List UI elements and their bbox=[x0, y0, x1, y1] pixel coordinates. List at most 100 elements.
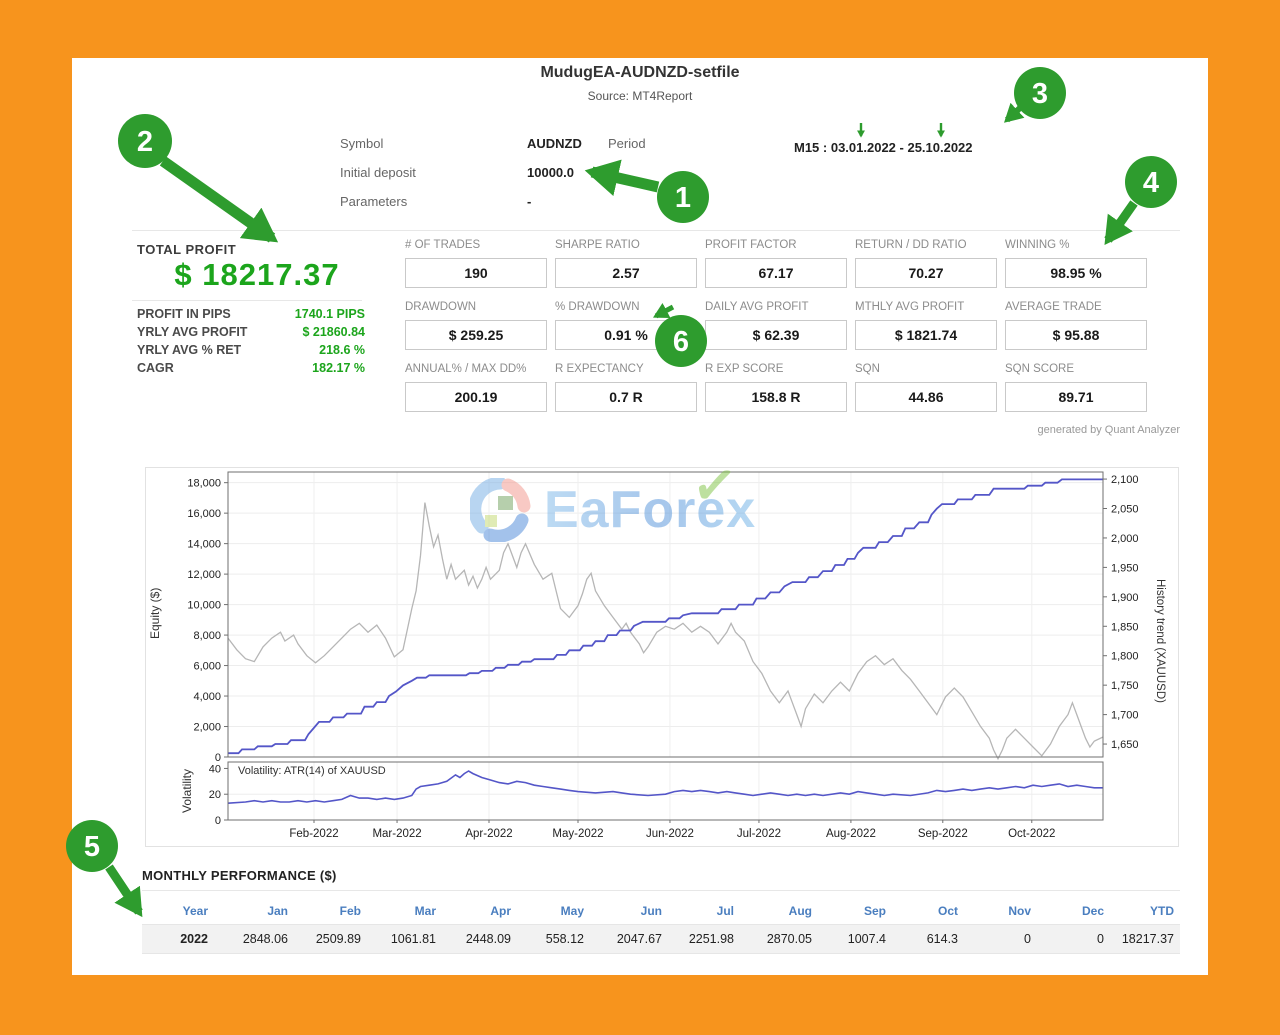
svg-text:1,850: 1,850 bbox=[1111, 621, 1139, 633]
stat-drawdown: DRAWDOWN $ 259.25 bbox=[405, 301, 547, 350]
cell-mar: 1061.81 bbox=[367, 924, 442, 954]
monthly-performance-title: MONTHLY PERFORMANCE ($) bbox=[142, 868, 337, 883]
profit-row-label: PROFIT IN PIPS bbox=[137, 307, 231, 321]
report-sheet: MudugEA-AUDNZD-setfile Source: MT4Report… bbox=[72, 58, 1208, 975]
svg-text:12,000: 12,000 bbox=[187, 569, 221, 581]
col-apr: Apr bbox=[490, 904, 511, 918]
svg-text:1,700: 1,700 bbox=[1111, 710, 1139, 722]
divider bbox=[142, 890, 1180, 891]
params-value: - bbox=[527, 194, 532, 209]
svg-text:8,000: 8,000 bbox=[193, 630, 221, 642]
stat-sqn: SQN 44.86 bbox=[855, 363, 997, 412]
cell-jul: 2251.98 bbox=[668, 924, 740, 954]
svg-text:Sep-2022: Sep-2022 bbox=[918, 828, 968, 840]
col-feb: Feb bbox=[339, 904, 361, 918]
cell-apr: 2448.09 bbox=[442, 924, 517, 954]
history-trend-axis-label: History trend (XAUUSD) bbox=[1154, 579, 1166, 703]
equity-curve-line bbox=[228, 478, 1103, 755]
stat-profit-factor: PROFIT FACTOR 67.17 bbox=[705, 239, 847, 288]
divider bbox=[132, 230, 1180, 231]
cell-may: 558.12 bbox=[517, 924, 590, 954]
equity-volatility-chart: 0 2,000 4,000 6,000 8,000 10,000 12,000 14,000 1… bbox=[145, 467, 1179, 847]
cell-ytd: 18217.37 bbox=[1110, 924, 1180, 954]
col-dec: Dec bbox=[1081, 904, 1104, 918]
equity-axis-label: Equity ($) bbox=[148, 587, 162, 639]
col-sep: Sep bbox=[863, 904, 886, 918]
stat-winning-pct: WINNING % 98.95 % bbox=[1005, 239, 1147, 288]
profit-detail-rows: PROFIT IN PIPS 1740.1 PIPS YRLY AVG PROFI… bbox=[137, 307, 365, 375]
svg-text:14,000: 14,000 bbox=[187, 539, 221, 551]
stat-num-trades: # OF TRADES 190 bbox=[405, 239, 547, 288]
report-source: Source: MT4Report bbox=[587, 89, 693, 103]
stat-sharpe-ratio: SHARPE RATIO 2.57 bbox=[555, 239, 697, 288]
page-title: MudugEA-AUDNZD-setfile bbox=[540, 64, 740, 81]
svg-text:2,000: 2,000 bbox=[193, 722, 221, 734]
total-profit-value: $ 18217.37 bbox=[174, 257, 340, 292]
profit-row-value: 218.6 % bbox=[319, 343, 365, 357]
volatility-axis-label: Volatility bbox=[180, 768, 194, 814]
col-mar: Mar bbox=[414, 904, 436, 918]
svg-text:20: 20 bbox=[209, 789, 221, 801]
svg-text:4,000: 4,000 bbox=[193, 691, 221, 703]
cell-sep: 1007.4 bbox=[818, 924, 892, 954]
stat-annual-max-dd: ANNUAL% / MAX DD% 200.19 bbox=[405, 363, 547, 412]
cell-dec: 0 bbox=[1037, 924, 1110, 954]
svg-text:Jul-2022: Jul-2022 bbox=[737, 828, 781, 840]
cell-year: 2022 bbox=[142, 924, 214, 954]
svg-text:1,750: 1,750 bbox=[1111, 680, 1139, 692]
svg-text:1,650: 1,650 bbox=[1111, 739, 1139, 751]
volatility-legend: Volatility: ATR(14) of XAUUSD bbox=[238, 765, 386, 777]
col-may: May bbox=[560, 904, 584, 918]
deposit-value: 10000.0 bbox=[527, 165, 574, 180]
cell-jun: 2047.67 bbox=[590, 924, 668, 954]
svg-text:1,950: 1,950 bbox=[1111, 562, 1139, 574]
col-ytd: YTD bbox=[1150, 904, 1174, 918]
cell-jan: 2848.06 bbox=[214, 924, 294, 954]
col-jun: Jun bbox=[640, 904, 662, 918]
monthly-header-row: Year Jan Feb Mar Apr May Jun Jul Aug Sep… bbox=[142, 898, 1180, 925]
svg-text:40: 40 bbox=[209, 763, 221, 775]
profit-row-value: 1740.1 PIPS bbox=[294, 307, 365, 321]
cell-nov: 0 bbox=[964, 924, 1037, 954]
monthly-performance-table: Year Jan Feb Mar Apr May Jun Jul Aug Sep… bbox=[142, 898, 1180, 954]
cell-aug: 2870.05 bbox=[740, 924, 818, 954]
stat-r-exp-score: R EXP SCORE 158.8 R bbox=[705, 363, 847, 412]
svg-text:0: 0 bbox=[215, 815, 221, 827]
col-year: Year bbox=[182, 904, 208, 918]
stat-r-expectancy: R EXPECTANCY 0.7 R bbox=[555, 363, 697, 412]
stat-mthly-avg-profit: MTHLY AVG PROFIT $ 1821.74 bbox=[855, 301, 997, 350]
stat-daily-avg-profit: DAILY AVG PROFIT $ 62.39 bbox=[705, 301, 847, 350]
col-jul: Jul bbox=[716, 904, 734, 918]
generated-by-note: generated by Quant Analyzer bbox=[1037, 424, 1180, 436]
profit-row-value: $ 21860.84 bbox=[302, 325, 365, 339]
symbol-value: AUDNZD bbox=[527, 136, 582, 151]
svg-text:10,000: 10,000 bbox=[187, 600, 221, 612]
svg-text:Aug-2022: Aug-2022 bbox=[826, 828, 876, 840]
history-trend-line bbox=[227, 502, 1104, 761]
svg-text:2,100: 2,100 bbox=[1111, 474, 1139, 486]
svg-text:6,000: 6,000 bbox=[193, 661, 221, 673]
svg-text:16,000: 16,000 bbox=[187, 508, 221, 520]
cell-oct: 614.3 bbox=[892, 924, 964, 954]
deposit-label: Initial deposit bbox=[340, 165, 416, 180]
stat-sqn-score: SQN SCORE 89.71 bbox=[1005, 363, 1147, 412]
col-nov: Nov bbox=[1008, 904, 1031, 918]
stat-return-dd-ratio: RETURN / DD RATIO 70.27 bbox=[855, 239, 997, 288]
svg-text:Feb-2022: Feb-2022 bbox=[289, 828, 338, 840]
svg-text:1,900: 1,900 bbox=[1111, 592, 1139, 604]
symbol-label: Symbol bbox=[340, 136, 384, 151]
svg-text:Apr-2022: Apr-2022 bbox=[465, 828, 512, 840]
monthly-data-row: 2022 2848.06 2509.89 1061.81 2448.09 558… bbox=[142, 924, 1180, 954]
svg-text:2,050: 2,050 bbox=[1111, 504, 1139, 516]
stat-pct-drawdown: % DRAWDOWN 0.91 % bbox=[555, 301, 697, 350]
volatility-line bbox=[227, 770, 1103, 804]
svg-text:0: 0 bbox=[215, 752, 221, 764]
cell-feb: 2509.89 bbox=[294, 924, 367, 954]
divider bbox=[132, 300, 362, 301]
period-value: M15 : 03.01.2022 - 25.10.2022 bbox=[794, 140, 973, 155]
period-label: Period bbox=[608, 136, 646, 151]
profit-row-label: CAGR bbox=[137, 361, 174, 375]
svg-text:Jun-2022: Jun-2022 bbox=[646, 828, 694, 840]
col-aug: Aug bbox=[788, 904, 812, 918]
stat-average-trade: AVERAGE TRADE $ 95.88 bbox=[1005, 301, 1147, 350]
